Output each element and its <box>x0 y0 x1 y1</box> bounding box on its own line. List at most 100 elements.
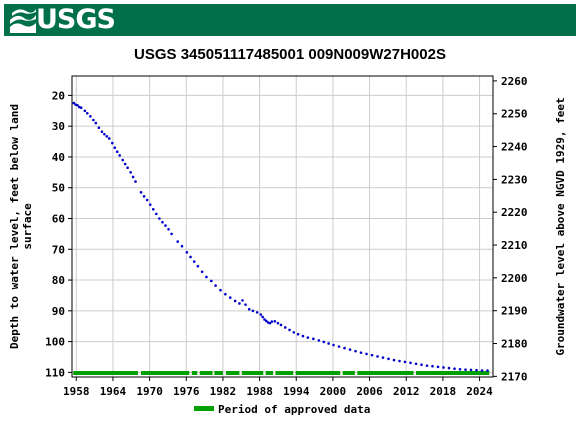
x-axis-ticks: 1958 1964 1970 1976 1982 1988 1994 2000 2006 2012… <box>63 377 493 398</box>
data-point <box>301 334 305 338</box>
approved-period-bar <box>214 371 223 375</box>
grid-lines <box>72 76 493 377</box>
left-tick-label: 40 <box>52 151 65 164</box>
approved-period-bar <box>199 371 213 375</box>
data-point <box>176 240 180 243</box>
data-point <box>376 355 379 358</box>
data-point <box>259 313 263 316</box>
data-point <box>265 319 268 323</box>
data-point <box>142 195 146 198</box>
data-point <box>210 279 213 283</box>
x-tick-label: 2018 <box>430 385 457 398</box>
data-point <box>469 368 473 372</box>
data-point <box>387 357 390 361</box>
right-tick-label: 2210 <box>501 239 528 252</box>
data-point <box>343 346 346 350</box>
data-point <box>196 264 200 268</box>
legend-label: Period of approved data <box>218 403 370 416</box>
data-point <box>370 353 374 357</box>
data-point <box>85 111 89 115</box>
data-point <box>263 318 266 321</box>
data-point <box>365 352 368 356</box>
data-point <box>189 255 192 259</box>
approved-period-bars <box>73 371 490 375</box>
data-point <box>151 207 155 211</box>
data-point <box>398 359 401 363</box>
left-tick-label: 50 <box>52 182 65 195</box>
data-point <box>76 103 79 107</box>
data-point <box>270 320 274 323</box>
data-point <box>276 321 280 325</box>
plot-frame <box>71 75 494 378</box>
data-point <box>480 369 484 372</box>
data-point <box>431 364 434 368</box>
data-point <box>180 244 184 248</box>
data-point <box>261 315 264 319</box>
x-tick-label: 1988 <box>246 385 273 398</box>
right-tick-label: 2190 <box>501 305 528 318</box>
left-tick-label: 80 <box>52 274 65 287</box>
x-tick-label: 1970 <box>136 385 163 398</box>
approved-period-bar <box>342 371 355 375</box>
data-point <box>436 365 440 369</box>
data-point <box>292 331 296 334</box>
x-tick-label: 2006 <box>356 385 383 398</box>
data-point <box>79 106 83 110</box>
data-point <box>89 115 92 118</box>
data-point <box>327 342 330 345</box>
x-tick-label: 1982 <box>210 385 237 398</box>
chart-title: USGS 345051117485001 009N009W27H002S <box>134 46 446 63</box>
approved-period-bar <box>295 371 341 375</box>
data-point <box>103 132 106 136</box>
approved-period-bar <box>416 371 490 375</box>
data-point <box>148 203 152 206</box>
left-tick-label: 20 <box>52 89 65 102</box>
data-point <box>392 358 396 362</box>
data-point <box>121 158 125 162</box>
data-point <box>273 319 277 323</box>
x-tick-label: 1994 <box>283 385 310 398</box>
data-point <box>113 146 117 150</box>
data-point <box>420 363 423 366</box>
right-tick-label: 2250 <box>501 108 528 121</box>
data-point <box>83 109 87 113</box>
approved-period-bar <box>73 371 138 375</box>
x-tick-label: 1976 <box>173 385 200 398</box>
data-point <box>134 180 137 183</box>
data-point <box>100 130 104 134</box>
data-point <box>219 288 222 292</box>
data-point <box>139 191 143 194</box>
data-point <box>442 366 445 369</box>
x-tick-label: 2024 <box>466 385 493 398</box>
data-point <box>185 251 189 254</box>
data-point <box>233 299 237 303</box>
data-point <box>97 126 101 130</box>
right-tick-label: 2170 <box>501 370 528 383</box>
data-point <box>322 340 326 344</box>
data-point <box>486 369 489 372</box>
data-point <box>214 284 217 287</box>
x-tick-label: 1958 <box>63 385 90 398</box>
data-point <box>359 351 363 354</box>
data-point <box>118 154 121 157</box>
right-tick-label: 2230 <box>501 173 528 186</box>
data-point <box>464 368 467 371</box>
left-tick-label: 70 <box>52 243 65 256</box>
right-tick-label: 2260 <box>501 75 528 88</box>
data-point <box>200 270 204 274</box>
data-point <box>381 356 385 359</box>
data-point <box>123 162 127 166</box>
right-y-axis-ticks: 2170 2180 2190 2200 2210 2220 2230 2240 2250 2260 <box>493 75 528 383</box>
data-point <box>268 321 272 325</box>
left-tick-label: 100 <box>45 336 65 349</box>
data-point <box>458 368 462 371</box>
data-point <box>251 309 255 313</box>
data-point <box>145 198 149 202</box>
left-y-axis-label: Depth to water level, feet below landsur… <box>8 104 34 349</box>
data-point <box>105 135 109 138</box>
data-point <box>155 212 158 216</box>
data-point <box>288 328 291 332</box>
usgs-header-bar: USGS <box>4 4 576 36</box>
usgs-wave-logo-icon <box>10 9 36 33</box>
data-point <box>126 166 129 170</box>
